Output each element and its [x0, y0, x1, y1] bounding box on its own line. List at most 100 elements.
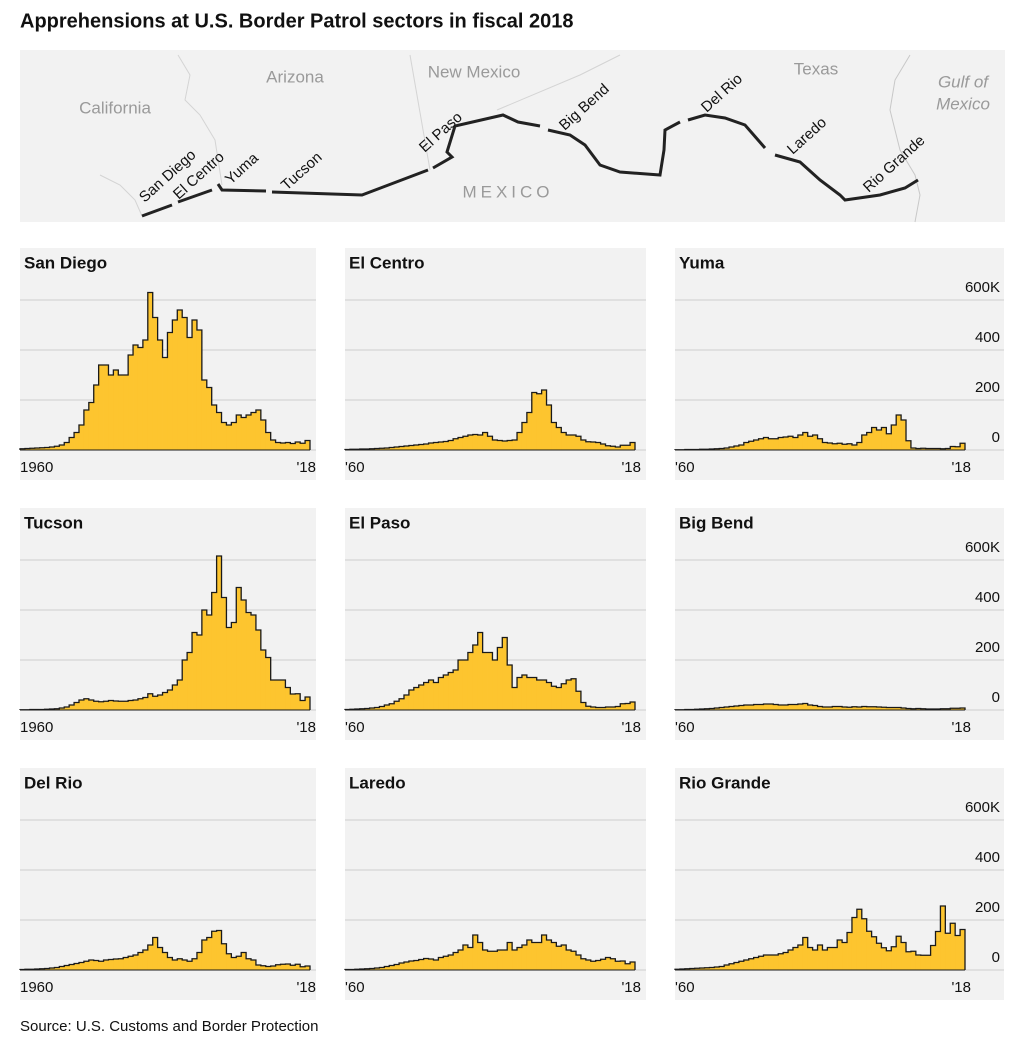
bar-step	[379, 706, 385, 710]
bar-step	[807, 947, 814, 970]
bar-step	[788, 704, 794, 710]
bar-step	[561, 945, 567, 970]
bar-step	[768, 955, 774, 970]
bar-step	[255, 410, 262, 450]
bar-step	[763, 955, 769, 970]
x-tick-label: '18	[296, 719, 316, 736]
bar-step	[24, 448, 31, 450]
bar-step	[827, 707, 833, 710]
bar-step	[118, 958, 124, 970]
bar-step	[374, 968, 380, 970]
bar-step	[369, 968, 375, 970]
bar-step	[935, 931, 941, 970]
bar-step	[856, 909, 863, 970]
bar-step	[187, 337, 193, 450]
bar-step	[206, 937, 213, 970]
bar-step	[83, 410, 90, 450]
bar-step	[512, 687, 518, 710]
coast	[99, 174, 143, 217]
bar-step	[403, 695, 410, 710]
page-title: Apprehensions at U.S. Border Patrol sect…	[20, 10, 574, 32]
bar-step	[689, 968, 696, 970]
bar-step	[172, 960, 178, 970]
bar-step	[384, 448, 390, 450]
bar-step	[384, 705, 390, 710]
bar-step	[270, 966, 276, 970]
bar-step	[881, 427, 887, 450]
bar-step	[448, 440, 454, 450]
bar-step	[773, 704, 779, 710]
bar-step	[477, 942, 484, 970]
bar-step	[507, 440, 513, 450]
bar-step	[443, 956, 449, 970]
x-tick-label: '18	[621, 459, 641, 476]
bar-step	[216, 412, 222, 450]
bar-step	[137, 698, 144, 710]
bar-step	[196, 952, 203, 970]
bar-step	[719, 966, 725, 970]
bar-step	[255, 965, 262, 970]
bar-step	[630, 702, 636, 710]
bar-step	[517, 947, 523, 970]
bar-step	[216, 930, 222, 970]
bar-step	[531, 677, 538, 710]
bar-step	[763, 437, 769, 450]
bar-step	[467, 652, 474, 710]
bar-step	[576, 436, 582, 450]
bar-step	[221, 597, 227, 710]
bar-step	[876, 430, 882, 450]
bar-step	[832, 443, 838, 450]
bar-step	[507, 665, 513, 710]
bar-step	[482, 432, 488, 450]
bar-step	[847, 707, 853, 710]
bar-step	[93, 960, 100, 970]
bar-step	[541, 935, 547, 970]
bar-step	[566, 680, 572, 710]
x-tick-label: '18	[621, 719, 641, 736]
bar-step	[399, 963, 405, 970]
bar-step	[270, 440, 276, 450]
bar-step	[374, 707, 380, 710]
state-border	[409, 54, 431, 171]
bar-step	[462, 660, 469, 710]
bar-step	[108, 375, 114, 450]
bar-step	[595, 442, 601, 450]
bar-step	[482, 652, 488, 710]
bar-step	[753, 957, 759, 970]
bar-step	[78, 425, 85, 450]
bar-step	[620, 703, 626, 710]
x-tick-label: '60	[675, 719, 695, 736]
bar-step	[546, 405, 552, 450]
region-label: New Mexico	[428, 62, 521, 81]
bar-step	[743, 960, 750, 970]
bar-step	[423, 958, 429, 970]
bar-step	[78, 962, 85, 970]
bar-step	[152, 937, 159, 970]
bar-step	[822, 442, 828, 450]
bar-step	[792, 947, 799, 970]
bar-step	[758, 704, 764, 710]
bar-step	[113, 701, 119, 710]
bar-step	[906, 440, 912, 450]
bar-step	[556, 946, 562, 970]
bar-step	[773, 955, 779, 970]
bar-step	[512, 950, 518, 970]
bar-step	[280, 964, 286, 970]
bar-step	[300, 700, 306, 710]
bar-step	[733, 446, 740, 450]
bar-step	[842, 444, 848, 450]
bar-step	[827, 443, 833, 450]
bar-step	[950, 708, 956, 710]
bar-step	[49, 968, 55, 970]
bar-step	[576, 691, 582, 710]
panel: Big Bend 0 200 400 600K '60 '18	[674, 508, 1004, 740]
bar-step	[157, 340, 163, 450]
bar-step	[541, 390, 547, 450]
bar-step	[74, 963, 80, 970]
bar-step	[265, 966, 272, 970]
bar-step	[925, 955, 931, 970]
area-outline	[19, 555, 311, 711]
bar-step	[241, 600, 247, 710]
bar-step	[896, 707, 902, 710]
